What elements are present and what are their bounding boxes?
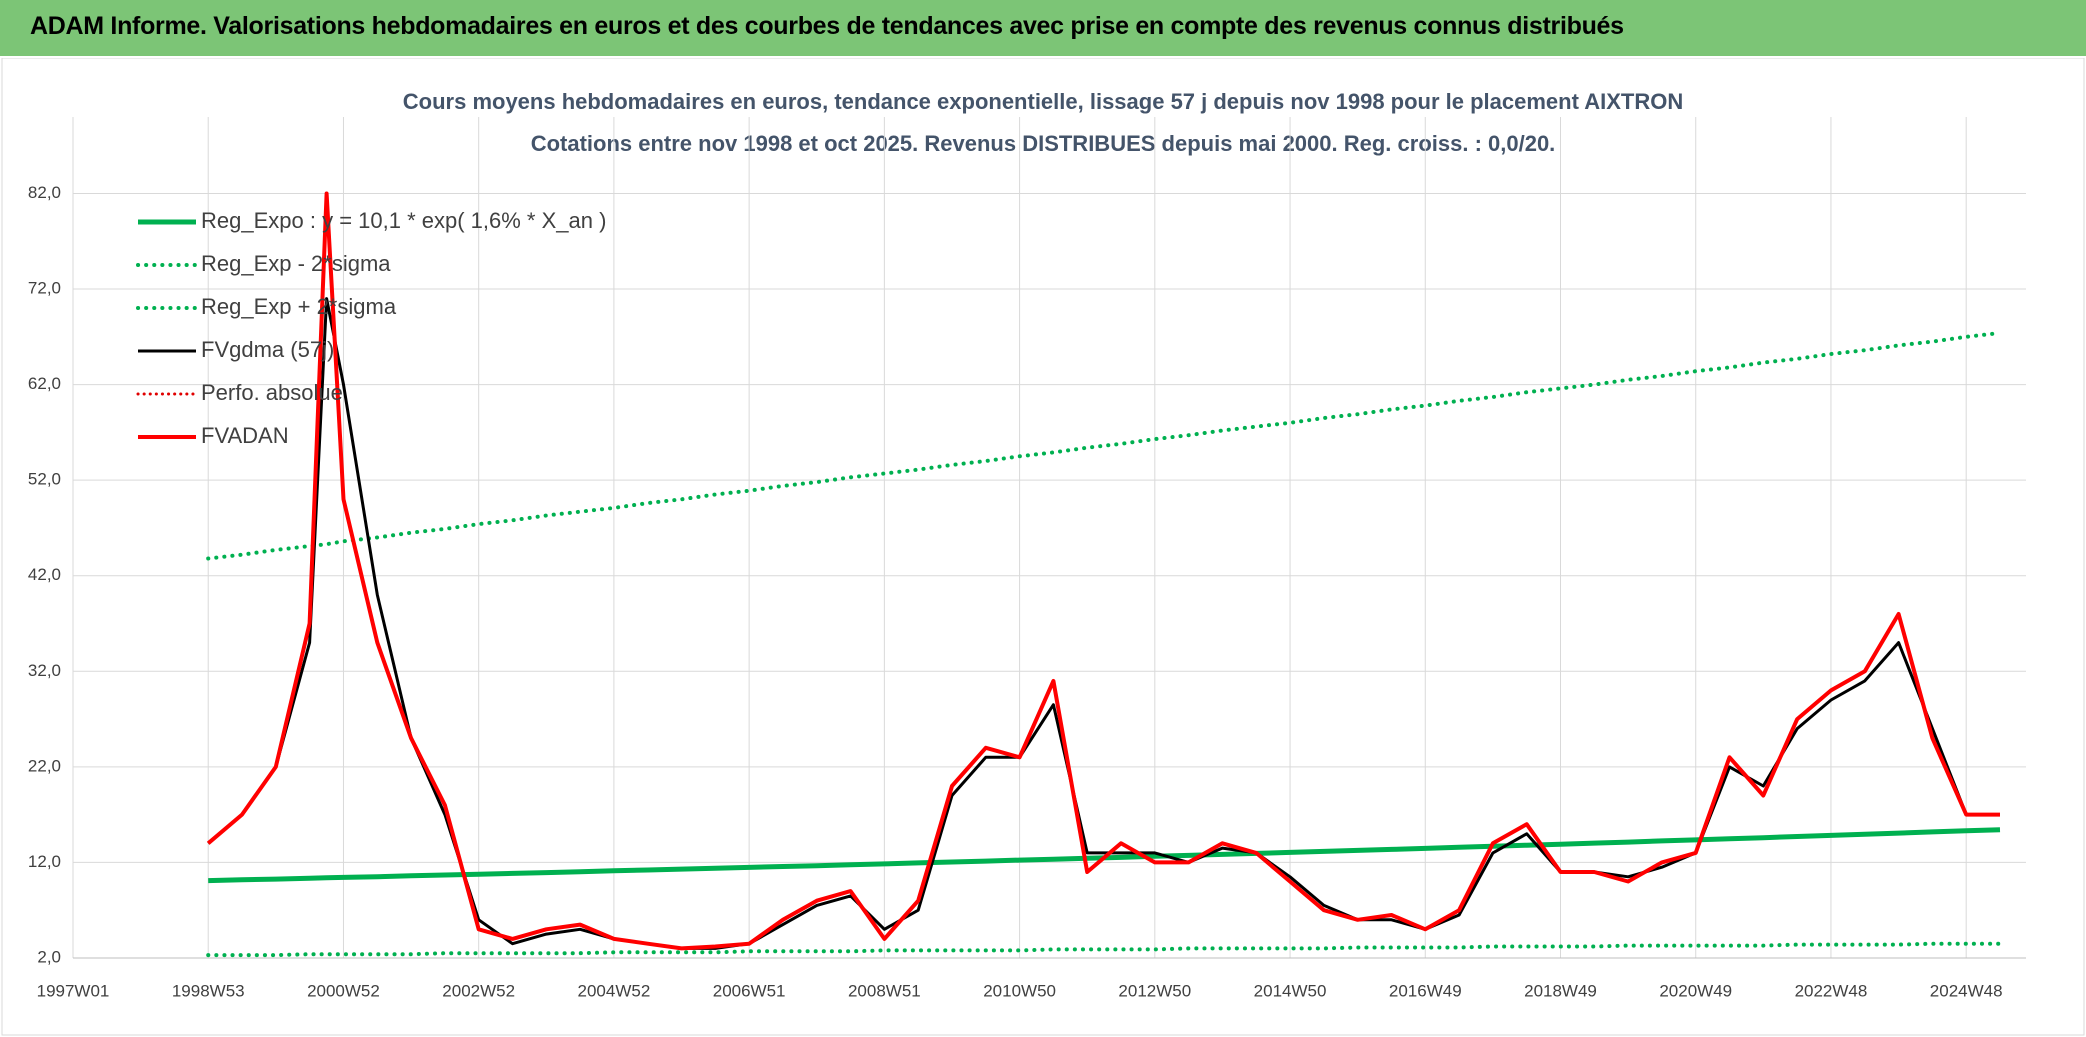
chart-frame: [1, 58, 2085, 1036]
x-tick-label: 2000W52: [307, 981, 380, 1000]
x-tick-label: 2022W48: [1795, 981, 1868, 1000]
x-tick-label: 2004W52: [578, 981, 651, 1000]
legend-label: Perfo. absolue: [201, 380, 343, 405]
x-tick-label: 2016W49: [1389, 981, 1462, 1000]
x-tick-label: 2006W51: [713, 981, 786, 1000]
x-tick-label: 1997W01: [37, 981, 110, 1000]
x-tick-label: 2002W52: [442, 981, 515, 1000]
y-tick-label: 32,0: [28, 661, 61, 680]
legend-label: Reg_Expo : y = 10,1 * exp( 1,6% * X_an ): [201, 208, 606, 233]
y-tick-label: 82,0: [28, 183, 61, 202]
x-tick-label: 2024W48: [1930, 981, 2003, 1000]
y-tick-label: 72,0: [28, 279, 61, 298]
x-tick-label: 2014W50: [1254, 981, 1327, 1000]
header-bar: ADAM Informe. Valorisations hebdomadaire…: [0, 0, 2086, 56]
header-title: ADAM Informe. Valorisations hebdomadaire…: [30, 12, 1624, 40]
y-tick-label: 62,0: [28, 374, 61, 393]
series-line: [206, 191, 2000, 951]
y-tick-label: 52,0: [28, 470, 61, 489]
legend-label: FVADAN: [201, 423, 289, 448]
chart: Cours moyens hebdomadaires en euros, ten…: [1, 58, 2085, 1036]
legend-label: FVgdma (57j): [201, 337, 334, 362]
x-tick-label: 2010W50: [983, 981, 1056, 1000]
y-tick-label: 42,0: [28, 565, 61, 584]
legend-label: Reg_Exp - 2*sigma: [201, 251, 391, 276]
x-tick-label: 2018W49: [1524, 981, 1597, 1000]
chart-title: Cours moyens hebdomadaires en euros, ten…: [403, 89, 1683, 114]
y-tick-label: 22,0: [28, 756, 61, 775]
x-tick-label: 2020W49: [1659, 981, 1732, 1000]
chart-subtitle: Cotations entre nov 1998 et oct 2025. Re…: [531, 131, 1556, 156]
series-line: [206, 331, 2002, 561]
y-tick-label: 12,0: [28, 852, 61, 871]
y-tick-label: 2,0: [37, 947, 61, 966]
x-tick-label: 2008W51: [848, 981, 921, 1000]
x-tick-label: 2012W50: [1118, 981, 1191, 1000]
x-tick-label: 1998W53: [172, 981, 245, 1000]
series-line: [208, 827, 2001, 884]
legend-label: Reg_Exp + 2*sigma: [201, 294, 397, 319]
